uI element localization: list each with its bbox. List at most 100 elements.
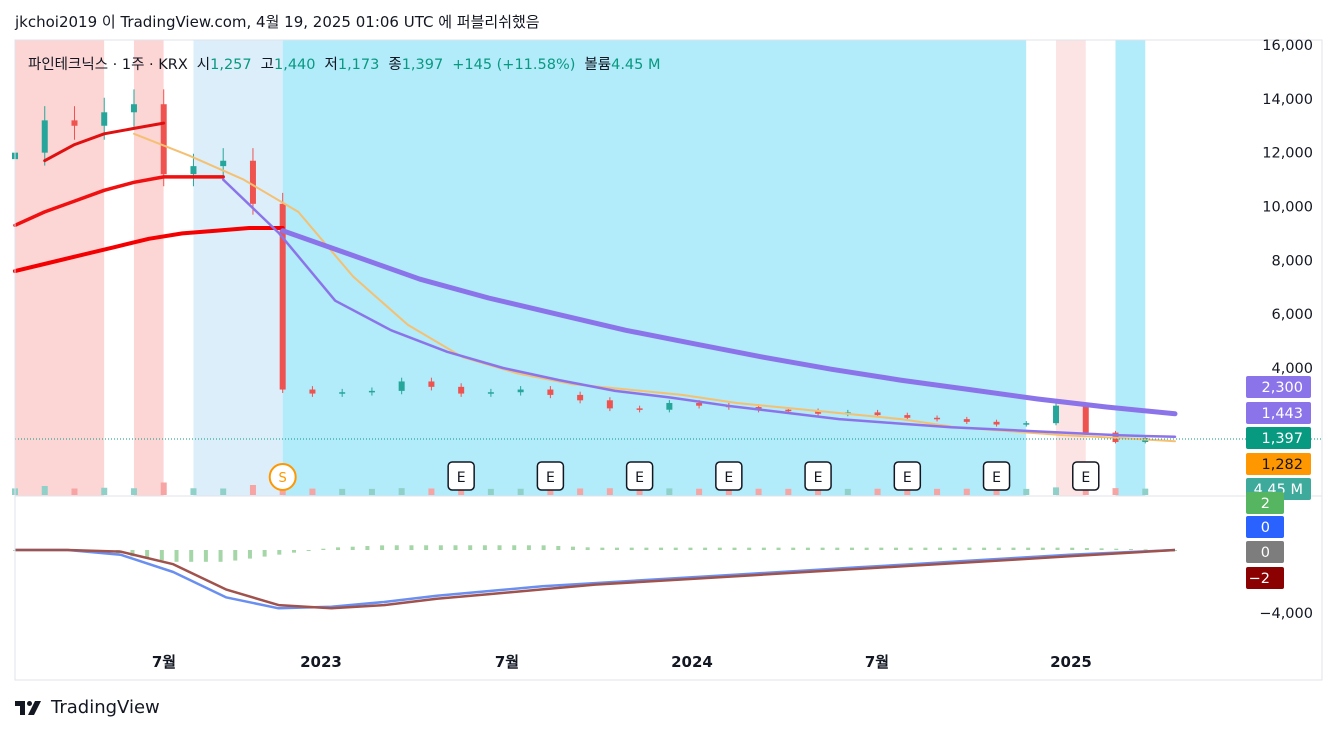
price-badge xyxy=(1246,453,1311,475)
price-badge-label: 1,397 xyxy=(1261,431,1303,447)
chart[interactable]: S E E E E E E E E 16,000 14,000 12,000 10,000 8,000 6… xyxy=(0,0,1341,690)
macd-histogram-bar xyxy=(203,550,208,562)
symbol-label[interactable]: 파인테크닉스 · 1주 · KRX xyxy=(28,57,188,73)
macd-histogram-bar xyxy=(482,545,487,550)
price-tick-label: 4,000 xyxy=(1271,361,1313,377)
volume-bar xyxy=(190,488,197,495)
volume-value: 4.45 M xyxy=(611,57,661,73)
price-badge-label: 1,443 xyxy=(1261,406,1303,422)
volume-bar xyxy=(577,488,584,495)
macd-histogram-bar xyxy=(130,550,135,557)
price-tick-label: 16,000 xyxy=(1262,38,1313,54)
time-tick-label: 2024 xyxy=(671,653,713,671)
macd-histogram-bar xyxy=(703,547,708,550)
macd-histogram-bar xyxy=(365,546,370,550)
macd-histogram-bar xyxy=(659,547,664,550)
price-axis: 16,000 14,000 12,000 10,000 8,000 6,000 4,000 −… xyxy=(1259,38,1313,622)
volume-bar xyxy=(606,488,613,495)
macd-histogram-bar xyxy=(1099,548,1104,550)
macd-histogram-bar xyxy=(380,545,385,550)
chart-frame xyxy=(14,39,1323,681)
macd-histogram-bar xyxy=(350,546,355,550)
earnings-marker-label: E xyxy=(724,470,733,486)
earnings-marker-icon xyxy=(536,461,565,491)
footer: TradingView xyxy=(15,697,160,718)
candle-body xyxy=(249,160,256,204)
macd-histogram-bar xyxy=(453,545,458,550)
price-tick-label: 10,000 xyxy=(1262,200,1313,216)
moving-averages xyxy=(13,121,1178,443)
macd-histogram-bar xyxy=(732,547,737,550)
macd-badge-label: 0 xyxy=(1261,520,1270,536)
brand-name: TradingView xyxy=(51,697,160,718)
macd-line xyxy=(15,548,1176,610)
volume-bar xyxy=(130,488,137,495)
macd-badge-label: 2 xyxy=(1261,496,1270,512)
candle-body xyxy=(874,412,881,416)
volume-bar xyxy=(1142,488,1149,495)
macd-histogram-bar xyxy=(747,547,752,550)
macd-histogram-bar xyxy=(570,546,575,550)
volume-bar xyxy=(636,488,643,495)
volume-bar xyxy=(398,488,405,495)
open-value: 1,257 xyxy=(210,57,252,73)
macd-histogram-bar xyxy=(952,547,957,550)
signal-line xyxy=(15,548,1176,610)
candle-body xyxy=(398,381,405,391)
earnings-marker-label: E xyxy=(546,470,555,486)
macd-histogram-bar xyxy=(688,547,693,550)
macd-histogram-bar xyxy=(291,550,296,553)
macd-histogram-bar xyxy=(174,550,179,562)
macd-histogram-bar xyxy=(1114,548,1119,550)
macd-histogram-bar xyxy=(277,550,282,555)
background-zone xyxy=(1115,40,1146,496)
volume-bar xyxy=(696,488,703,495)
background-zone xyxy=(1026,40,1057,496)
price-tick-label: 8,000 xyxy=(1271,253,1313,269)
candle-body xyxy=(71,120,78,126)
ohlc-legend: 파인테크닉스 · 1주 · KRX 시1,257 고1,440 저1,173 종1,39… xyxy=(28,53,661,74)
candle-body xyxy=(41,120,48,153)
background-zone xyxy=(163,40,194,496)
macd-histogram-bar xyxy=(996,547,1001,550)
earnings-marker-icon xyxy=(893,461,922,491)
candle-body xyxy=(963,419,970,422)
volume-bar xyxy=(368,488,375,495)
macd-histogram-bar xyxy=(835,547,840,550)
volume-bar xyxy=(1053,487,1060,495)
macd-badge-label: −2 xyxy=(1249,571,1270,587)
close-value: 1,397 xyxy=(401,57,444,73)
macd-histogram-bar xyxy=(438,545,443,550)
macd-histogram-bar xyxy=(982,547,987,550)
low-label: 저 xyxy=(324,57,338,73)
time-tick-label: 7월 xyxy=(152,653,176,671)
volume-bar xyxy=(220,488,227,495)
publish-header: jkchoi2019 이 TradingView.com, 4월 19, 202… xyxy=(15,13,540,31)
background-zone xyxy=(1056,40,1086,496)
earnings-marker-label: E xyxy=(992,470,1001,486)
volume-bar xyxy=(993,488,1000,495)
price-tick-label: 12,000 xyxy=(1262,146,1313,162)
macd-histogram-bar xyxy=(776,547,781,550)
volume-label: 볼륨 xyxy=(584,57,612,73)
background-zones xyxy=(15,40,1146,496)
volume-bar xyxy=(101,487,108,495)
ma-purple-thick-line xyxy=(280,228,1178,417)
volume-bar xyxy=(844,488,851,495)
macd-histogram-bar xyxy=(849,547,854,550)
macd-badge xyxy=(1246,567,1284,589)
background-zone xyxy=(104,40,134,496)
price-tick-label: 6,000 xyxy=(1271,307,1313,323)
earnings-marker-label: E xyxy=(635,470,644,486)
macd-histogram-bar xyxy=(1128,549,1133,551)
earnings-marker-icon xyxy=(1072,461,1100,491)
candle-body xyxy=(309,389,316,394)
earnings-marker-label: E xyxy=(1081,470,1090,486)
candle-body xyxy=(547,389,554,395)
split-marker-icon xyxy=(268,463,297,491)
macd-histogram-bar xyxy=(879,547,884,550)
background-zone xyxy=(133,40,164,496)
macd-badge xyxy=(1246,492,1284,514)
